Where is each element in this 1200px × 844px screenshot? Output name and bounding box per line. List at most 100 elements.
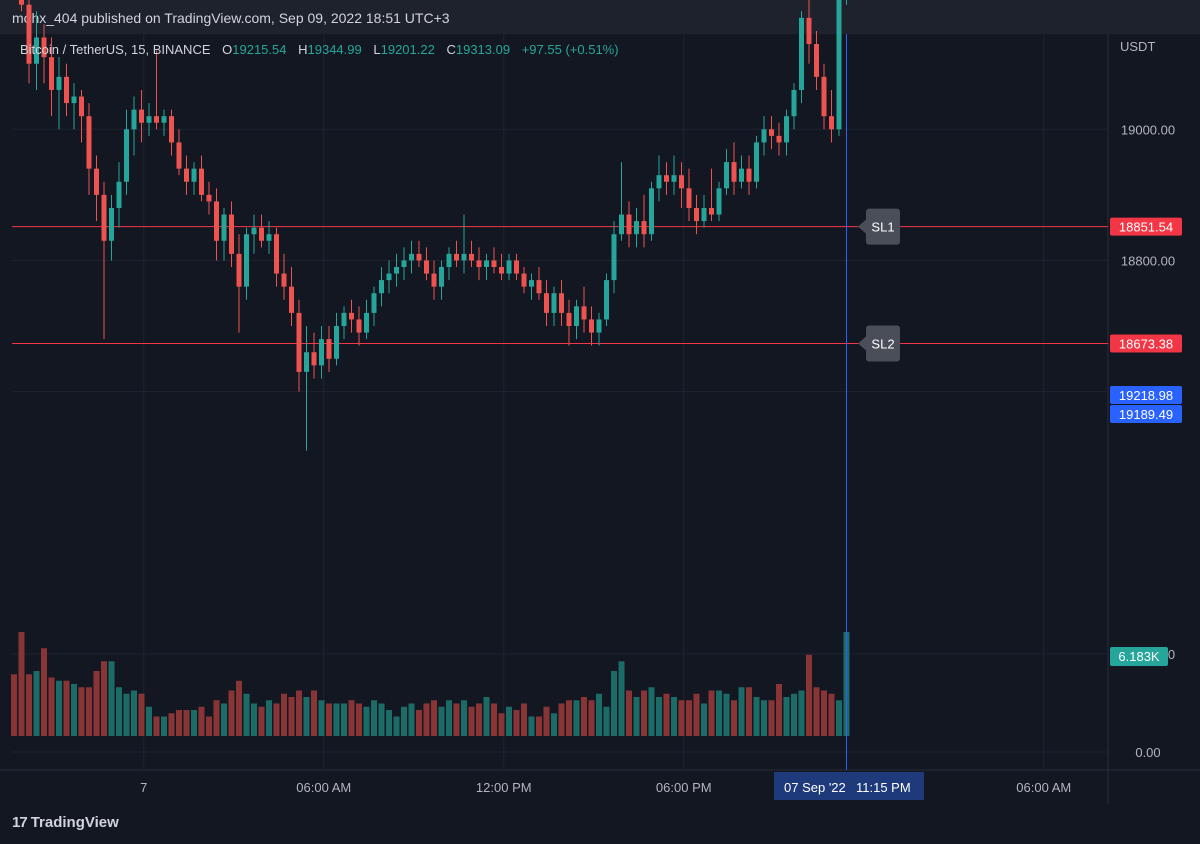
candle-body <box>86 116 92 169</box>
level-price-tag <box>1110 217 1182 236</box>
volume-tag <box>1110 647 1168 666</box>
tradingview-logo[interactable]: 17 TradingView <box>12 814 119 831</box>
volume-bar <box>86 687 92 736</box>
crosshair-time-tag <box>774 772 924 800</box>
volume-bar <box>63 680 70 736</box>
volume-bar <box>671 697 677 736</box>
symbol-legend: Bitcoin / TetherUS, 15, BINANCE O19215.5… <box>20 42 619 57</box>
volume-bar <box>431 700 437 736</box>
volume-bar <box>663 693 670 736</box>
candle-body <box>761 129 767 143</box>
candle-body <box>551 293 557 313</box>
volume-bar <box>791 693 797 736</box>
candle-body <box>334 326 339 359</box>
volume-bar <box>378 703 385 736</box>
candle-body <box>829 116 834 130</box>
candle-body <box>484 260 489 267</box>
level-tag-label: SL1 <box>871 220 894 235</box>
volume-bar <box>423 703 430 736</box>
candle-body <box>116 181 122 208</box>
volume-bar <box>543 706 550 736</box>
candle-body <box>506 260 512 274</box>
volume-bar <box>93 671 100 736</box>
high-value: 19344.99 <box>307 42 362 57</box>
volume-bar <box>153 716 160 736</box>
candle-body <box>566 312 572 327</box>
candle-body <box>206 194 212 202</box>
candle-body <box>221 214 227 241</box>
volume-bar <box>753 697 760 736</box>
candle-body <box>529 280 534 287</box>
volume-bar <box>438 706 445 736</box>
time-axis[interactable]: 7 06:00 AM 12:00 PM 06:00 PM 06:00 AM 07 Sep … <box>140 772 1071 800</box>
candle-body <box>581 306 587 320</box>
x-tick-label: 06:00 AM <box>296 780 351 795</box>
candle-body <box>386 273 392 281</box>
candle-body <box>446 253 452 267</box>
volume-bar <box>573 700 580 736</box>
candle-body <box>596 319 602 333</box>
low-label: L <box>373 42 381 57</box>
volume-bar <box>386 710 392 736</box>
volume-bar <box>716 690 722 736</box>
price-tag-label: 19189.49 <box>1119 407 1173 422</box>
x-tick-label: 06:00 AM <box>1016 780 1071 795</box>
volume-bar <box>41 648 47 736</box>
candle-body <box>379 280 384 294</box>
price-axis[interactable]: 20200.0020000.0019800.0019600.0019400.00… <box>1110 0 1182 760</box>
volume-bar <box>836 700 842 736</box>
candle-body <box>34 37 39 64</box>
candle-body <box>349 312 354 320</box>
candle-body <box>611 234 617 281</box>
candle-body <box>281 273 287 287</box>
candle-body <box>821 76 827 117</box>
candle-body <box>514 260 519 274</box>
low-value: 19201.22 <box>380 42 435 57</box>
chart-frame[interactable] <box>0 34 1200 804</box>
volume-bar <box>258 706 265 736</box>
candle-body <box>776 135 782 143</box>
level-price-tag <box>1110 334 1182 353</box>
volume-bar <box>401 706 407 736</box>
volume-bar <box>596 693 602 736</box>
y-tick-label: 19000.00 <box>1121 122 1175 137</box>
volume-bar <box>243 693 250 736</box>
candle-body <box>544 293 549 313</box>
candle-body <box>754 142 759 182</box>
candle-body <box>671 175 677 182</box>
candle-body <box>724 162 729 189</box>
candle-body <box>656 175 662 189</box>
volume-bar <box>71 684 77 736</box>
volume-bar <box>393 716 400 736</box>
candle-body <box>401 260 407 267</box>
volume-bar <box>281 693 287 736</box>
volume-bar <box>618 661 625 736</box>
candle-body <box>491 260 497 267</box>
candle-body <box>431 273 437 287</box>
volume-bar <box>333 703 340 736</box>
candle-body <box>626 214 632 235</box>
volume-bar <box>581 697 587 736</box>
level-tag-pointer <box>858 219 866 234</box>
volume-tag-label: 6.183K <box>1118 649 1160 664</box>
candle-body <box>259 227 264 241</box>
volume-bar <box>506 706 512 736</box>
x-tick-label: 12:00 PM <box>476 780 532 795</box>
open-value: 19215.54 <box>232 42 287 57</box>
candle-body <box>409 253 414 261</box>
volume-bar <box>318 700 325 736</box>
symbol-title: Bitcoin / TetherUS, 15, BINANCE <box>20 42 211 57</box>
volume-bar <box>296 690 302 736</box>
price-tag-label: 19218.98 <box>1119 388 1173 403</box>
volume-bar <box>701 703 707 736</box>
volume-bar <box>48 677 55 736</box>
grid <box>0 34 1200 804</box>
volume-bar <box>183 710 190 736</box>
level-tag <box>866 325 900 362</box>
candle-body <box>101 194 107 241</box>
volume-bar <box>693 693 700 736</box>
candle-body <box>371 293 377 313</box>
candle-body <box>694 207 699 222</box>
volume-bar <box>626 690 632 736</box>
